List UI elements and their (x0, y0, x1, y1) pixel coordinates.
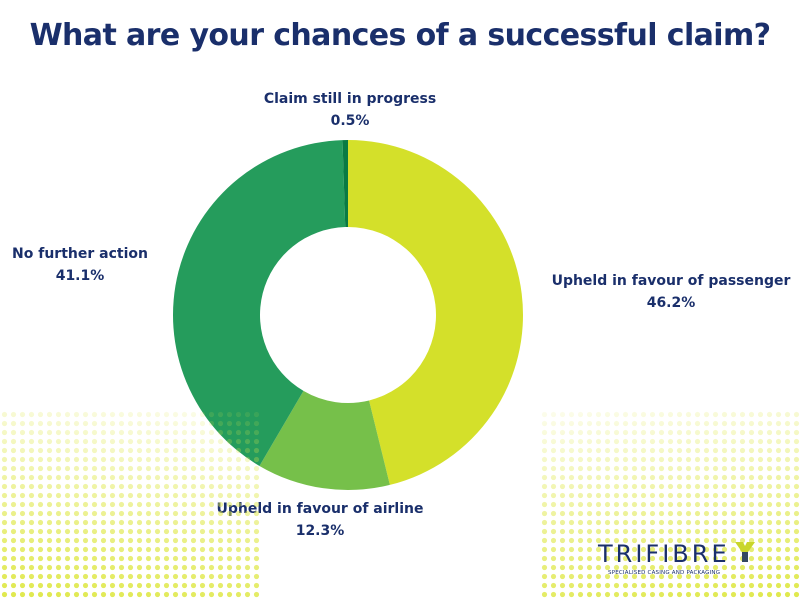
slice-claim-in-progress (342, 140, 348, 228)
chart-title: What are your chances of a successful cl… (29, 18, 771, 53)
logo-wordmark: TRIFIBRE (598, 540, 730, 568)
slice-label-no-further-action: No further action 41.1% (0, 243, 160, 287)
slice-upheld-airline (259, 390, 390, 490)
logo-tagline: SPECIALISED CASING AND PACKAGING (608, 570, 721, 576)
slice-no-further-action (173, 140, 346, 466)
trifibre-y-logo-icon (735, 542, 755, 562)
slice-label-value: 46.2% (646, 295, 696, 311)
slice-label-upheld-passenger: Upheld in favour of passenger 46.2% (543, 270, 799, 314)
slice-label-text: No further action (12, 246, 148, 262)
slice-label-value: 12.3% (295, 523, 345, 539)
slice-upheld-passenger (348, 140, 523, 485)
slice-label-claim-in-progress: Claim still in progress 0.5% (230, 88, 470, 132)
slice-label-text: Upheld in favour of passenger (551, 273, 791, 289)
slice-label-text: Upheld in favour of airline (216, 501, 424, 517)
slice-label-value: 0.5% (330, 113, 370, 129)
slice-label-value: 41.1% (55, 268, 105, 284)
trifibre-logo: TRIFIBRE SPECIALISED CASING AND PACKAGIN… (598, 540, 758, 580)
slice-label-upheld-airline: Upheld in favour of airline 12.3% (190, 498, 450, 542)
slice-label-text: Claim still in progress (263, 91, 437, 107)
